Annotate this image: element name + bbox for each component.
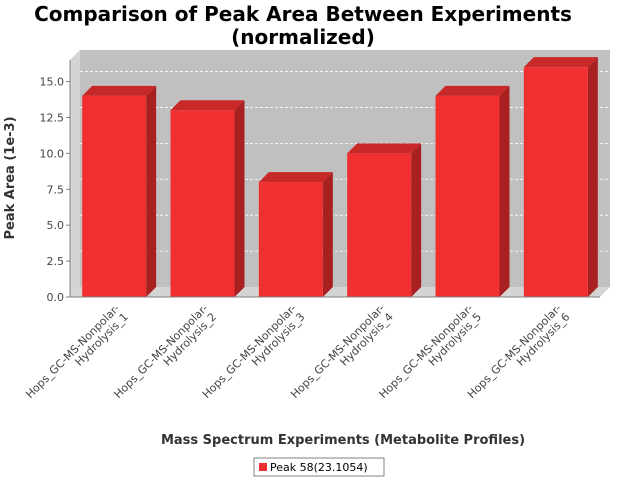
chart-title-line-2: (normalized) — [231, 25, 375, 49]
gridlines — [80, 71, 610, 252]
y-axis: 0.0 2.5 5.0 7.5 10.0 12.5 15.0 — [40, 60, 71, 304]
bar-group — [523, 57, 598, 297]
bar — [523, 67, 588, 297]
bar-top — [258, 172, 333, 183]
y-tick-label: 12.5 — [40, 111, 65, 124]
bar — [258, 182, 323, 297]
bar-top — [523, 57, 598, 68]
legend-box — [253, 457, 385, 477]
bar-side — [322, 172, 333, 297]
y-tick-label: 10.0 — [40, 147, 65, 160]
bar-top — [435, 85, 510, 96]
bar-side — [234, 100, 245, 297]
bar-group — [170, 100, 245, 297]
y-tick-label: 15.0 — [40, 76, 65, 89]
x-axis-label: Mass Spectrum Experiments (Metabolite Pr… — [161, 433, 525, 448]
plot-left-wall — [70, 50, 80, 297]
y-tick-label: 2.5 — [47, 255, 65, 268]
bar — [435, 95, 500, 297]
legend-entry-peak-58: Peak 58(23.1054) — [270, 461, 368, 474]
legend: Peak 58(23.1054) — [253, 457, 385, 477]
y-tick-label: 0.0 — [47, 291, 65, 304]
bar-group — [435, 85, 510, 297]
bar-side — [587, 57, 598, 297]
x-axis: Hops_GC-MS-Nonpolar-Hydrolysis_1Hops_GC-… — [23, 296, 600, 401]
legend-swatch — [259, 463, 267, 471]
y-tick-label: 7.5 — [47, 183, 65, 196]
bar — [170, 110, 235, 297]
bar-top — [170, 100, 245, 111]
bar-group — [347, 143, 422, 297]
chart-title-line-1: Comparison of Peak Area Between Experime… — [34, 2, 572, 26]
bar-side — [411, 143, 422, 297]
bar-side — [499, 85, 510, 297]
y-axis-label: Peak Area (1e-3) — [3, 116, 18, 239]
bars — [82, 57, 598, 297]
bar-group — [82, 85, 157, 297]
bar-top — [82, 85, 157, 96]
bar — [347, 153, 412, 297]
y-tick-label: 5.0 — [47, 219, 65, 232]
bar-side — [146, 85, 157, 297]
bar-group — [258, 172, 333, 297]
bar — [82, 95, 147, 297]
bar-top — [347, 143, 422, 154]
